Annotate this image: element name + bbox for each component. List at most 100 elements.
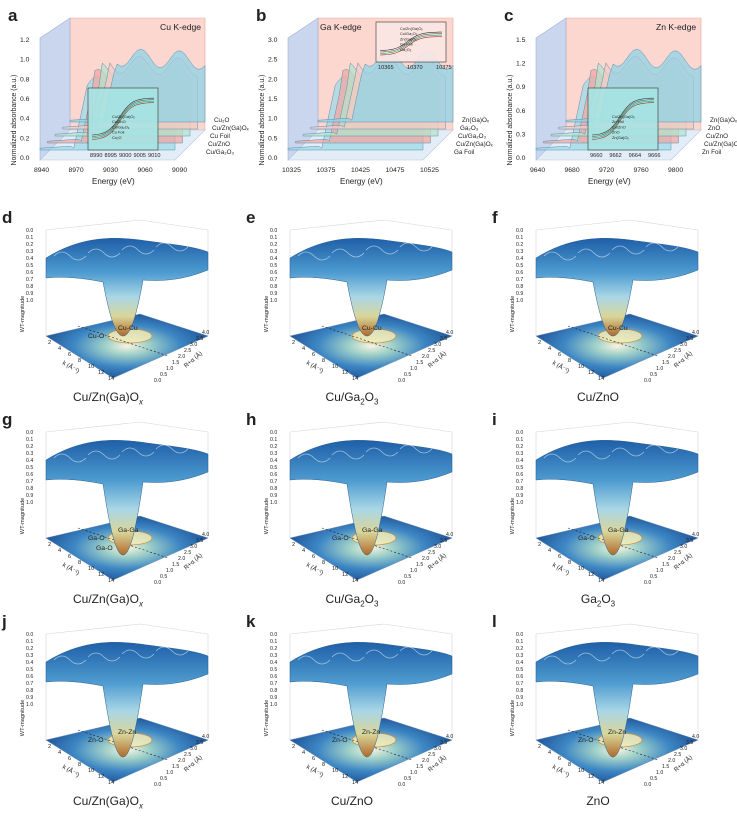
caption-tail: O [601, 592, 611, 606]
rtick-k-5: 2.5 [428, 752, 435, 758]
rtick-j-6: 3.0 [190, 746, 197, 752]
ztick-d-6: 0.6 [26, 270, 33, 276]
ktick-h-2: 6 [312, 554, 315, 560]
series-label-b-3: Cu/Zn(Ga)Oₓ [456, 141, 494, 148]
xtick-b-3: 10475 [386, 167, 405, 174]
ytick-a-1: 0.2 [20, 135, 30, 142]
box-frame-top [45, 623, 209, 635]
bond-label-i-0: Ga-Ga [608, 527, 629, 534]
inset-xtick-b-1: 10370 [407, 65, 423, 71]
ktick-i-4: 10 [578, 566, 584, 572]
ktick-h-0: 2 [292, 542, 295, 548]
surface-ripple-0 [543, 251, 577, 261]
ztick-g-10: 1.0 [26, 500, 33, 506]
ktick-g-4: 10 [88, 566, 94, 572]
wt-svg-e: 0.00.10.20.30.40.50.60.70.80.91.0WT-magn… [264, 219, 453, 384]
bond-label-j-0: Zn-Zn [118, 729, 136, 736]
ztick-i-7: 0.7 [516, 479, 523, 485]
bond-label-k-0: Zn-Zn [362, 729, 380, 736]
xtick-a-3: 9060 [138, 167, 153, 174]
ytick-b-2: 1.0 [268, 116, 278, 123]
rtick-i-6: 3.0 [680, 544, 687, 550]
rtick-e-4: 2.0 [422, 354, 429, 360]
edge-label-c: Zn K-edge [656, 22, 696, 32]
caption-h: Cu/Ga2O3 [252, 592, 452, 608]
rtick-l-2: 1.0 [656, 770, 663, 776]
ztick-k-0: 0.0 [270, 632, 277, 638]
surface-ripple-0 [53, 251, 87, 261]
ktick-g-1: 4 [58, 548, 61, 554]
rtick-f-1: 0.5 [650, 372, 657, 378]
rtick-i-4: 2.0 [668, 556, 675, 562]
ylabel-a: Normalized absorbance (a.u.) [11, 75, 18, 166]
rtick-g-2: 1.0 [166, 568, 173, 574]
surface-ripple-0 [543, 453, 577, 463]
wt-surface [45, 238, 209, 337]
xlabel-c: Energy (eV) [588, 177, 631, 186]
inset-legend-c-4: Zn(Ga)Oₓ [612, 135, 629, 140]
surface-ripple-2 [121, 649, 155, 659]
inset-legend-c-3: ZnO [612, 130, 620, 135]
ytick-c-0: 0.0 [516, 155, 526, 162]
series-label-c-0: Zn(Ga)Oₓ [710, 117, 737, 124]
caption-sub: 2 [360, 397, 365, 407]
rtick-k-2: 1.0 [410, 770, 417, 776]
panel-letter-k: k [246, 612, 256, 631]
ztick-d-9: 0.9 [26, 291, 33, 297]
box-frame-top [45, 219, 209, 231]
ktick-j-1: 4 [58, 750, 61, 756]
caption-tail: O [364, 592, 375, 606]
rtick-e-1: 0.5 [404, 372, 411, 378]
ktick-e-4: 10 [332, 364, 338, 370]
ktick-e-1: 4 [302, 346, 305, 352]
ztick-d-5: 0.5 [26, 263, 33, 269]
caption-sub2: 3 [610, 599, 616, 609]
bond-label-f-0: Cu-Cu [608, 325, 628, 332]
ztick-h-7: 0.7 [270, 479, 277, 485]
inset-xtick-b-2: 10375 [436, 65, 452, 71]
ztick-i-2: 0.2 [516, 444, 523, 450]
caption-main: Cu/Ga [325, 390, 361, 404]
series-label-b-2: Cu/Ga₂O₃ [458, 133, 487, 140]
inset-legend-a-1: Cu/ZnO [112, 119, 126, 124]
surface-ripple-2 [611, 447, 645, 457]
zlabel-e: WT-magnitude [264, 296, 270, 332]
panel-letter-h: h [246, 410, 257, 429]
ztick-l-4: 0.4 [516, 660, 523, 666]
surface-ripple-0 [297, 453, 331, 463]
ktick-h-6: 14 [352, 578, 358, 584]
ktick-k-6: 14 [352, 780, 358, 786]
ktick-e-2: 6 [312, 352, 315, 358]
ztick-f-3: 0.3 [516, 249, 523, 255]
zlabel-l: WT-magnitude [510, 700, 516, 736]
rtick-g-0: 0.0 [154, 580, 161, 586]
xlabel-b: Energy (eV) [340, 177, 383, 186]
ytick-c-1: 0.3 [516, 131, 526, 138]
ktick-k-3: 8 [322, 762, 325, 768]
rtick-l-7: 3.5 [686, 740, 693, 746]
caption-sub: 2 [596, 599, 602, 609]
ktick-e-6: 14 [352, 376, 358, 382]
ztick-e-4: 0.4 [270, 256, 277, 262]
rtick-f-0: 0.0 [644, 378, 651, 384]
rtick-i-0: 0.0 [644, 580, 651, 586]
surface-ripple-1 [87, 450, 121, 460]
bond-label-l-0: Zn-Zn [608, 729, 626, 736]
wt-surface [289, 642, 453, 758]
surface-ripple-1 [331, 652, 365, 662]
surface-ripple-1 [87, 652, 121, 662]
xtick-c-0: 9640 [530, 167, 545, 174]
caption-sub: x [139, 599, 143, 609]
panel-letter-e: e [246, 208, 256, 227]
bond-label-g-0: Ga-Ga [118, 527, 139, 534]
rtick-j-1: 0.5 [160, 776, 167, 782]
rtick-f-5: 2.5 [674, 348, 681, 354]
ytick-b-0: 0.0 [268, 155, 278, 162]
surface-ripple-2 [611, 245, 645, 255]
wt-panel-g: 0.0 0.1 0.2 0.3 0.4 0.5 0.6 0.7 0.8 0.9 1.0 WT-magn… [18, 420, 218, 595]
rtick-g-3: 1.5 [172, 562, 179, 568]
wt-surface [535, 642, 699, 758]
panel-letter-i: i [492, 410, 497, 429]
rtick-h-1: 0.5 [404, 574, 411, 580]
ztick-g-0: 0.0 [26, 430, 33, 436]
